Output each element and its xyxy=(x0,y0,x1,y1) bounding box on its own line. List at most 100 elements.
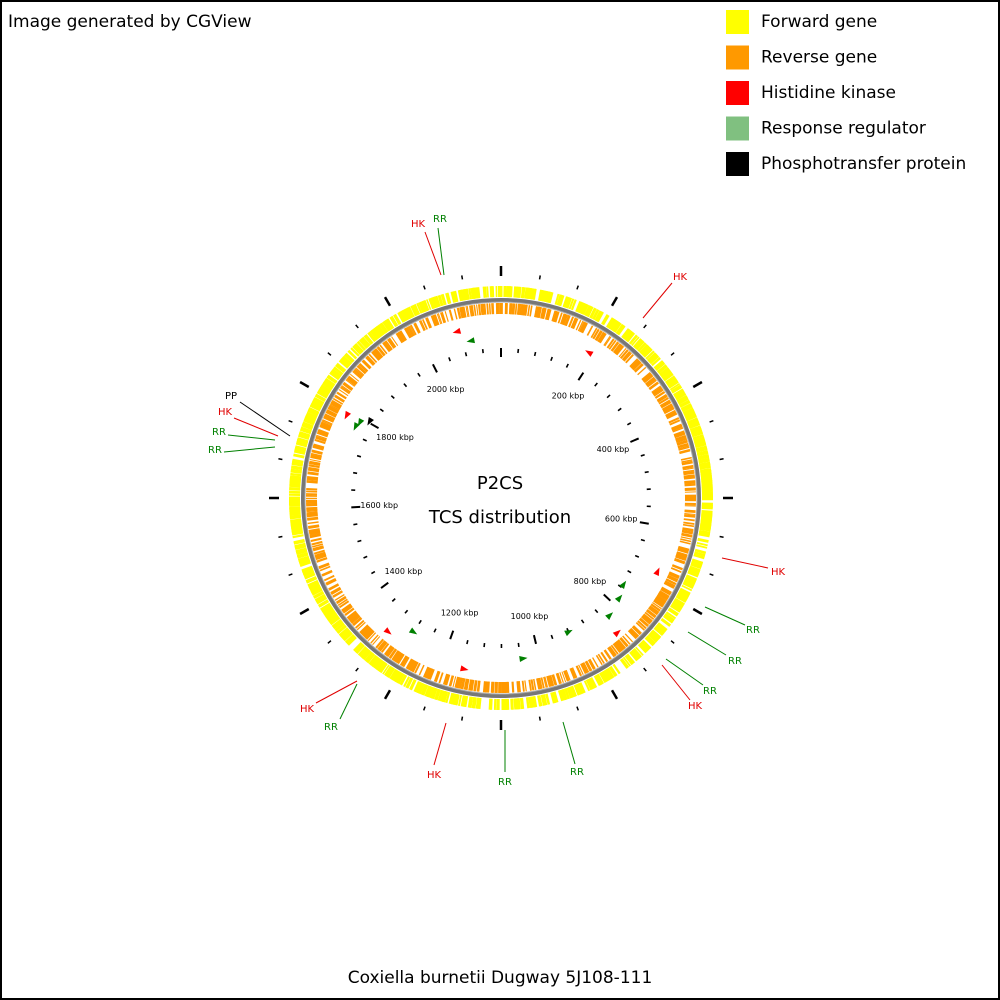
reverse-gene xyxy=(588,658,596,670)
reverse-gene xyxy=(644,611,655,620)
forward-gene xyxy=(321,604,332,613)
reverse-gene xyxy=(456,307,462,319)
scale-label: 1000 kbp xyxy=(511,612,549,621)
forward-gene xyxy=(365,652,374,663)
forward-gene xyxy=(635,340,645,351)
inner-tick xyxy=(356,454,362,458)
reverse-gene xyxy=(319,424,331,431)
reverse-gene xyxy=(378,641,387,651)
forward-gene xyxy=(423,299,430,312)
outer-tick xyxy=(692,380,703,389)
forward-gene xyxy=(698,533,710,538)
forward-gene xyxy=(393,314,401,326)
inner-tick xyxy=(532,634,537,645)
inner-tick xyxy=(362,438,367,442)
reverse-gene xyxy=(556,672,562,684)
forward-gene xyxy=(701,510,713,514)
reverse-gene xyxy=(385,646,394,657)
forward-gene xyxy=(322,381,334,389)
reverse-gene xyxy=(407,326,414,337)
reverse-gene xyxy=(323,416,334,423)
reverse-gene xyxy=(597,653,605,664)
legend-label: Phosphotransfer protein xyxy=(761,154,966,174)
reverse-gene xyxy=(665,409,676,417)
forward-gene xyxy=(435,689,441,701)
forward-gene xyxy=(336,362,347,372)
reverse-gene xyxy=(648,381,659,390)
forward-gene xyxy=(359,338,369,349)
reverse-gene xyxy=(323,414,335,422)
forward-gene xyxy=(442,691,449,703)
forward-gene xyxy=(289,475,302,480)
reverse-gene xyxy=(315,435,327,441)
reverse-gene xyxy=(377,640,386,650)
inner-tick xyxy=(644,470,649,474)
reverse-gene xyxy=(318,428,329,435)
forward-gene xyxy=(303,570,315,577)
forward-gene xyxy=(548,292,554,304)
forward-gene xyxy=(667,607,679,617)
forward-gene xyxy=(696,450,709,456)
forward-gene xyxy=(699,463,711,468)
forward-gene xyxy=(551,692,557,704)
reverse-gene xyxy=(569,668,576,679)
callout-line xyxy=(315,680,358,704)
forward-gene xyxy=(420,683,428,696)
reverse-gene xyxy=(308,461,321,467)
reverse-gene xyxy=(682,527,694,531)
reverse-gene xyxy=(414,322,421,334)
reverse-gene xyxy=(352,617,363,627)
reverse-gene xyxy=(461,678,466,690)
reverse-gene xyxy=(309,531,321,535)
outer-tick xyxy=(327,352,332,356)
reverse-gene xyxy=(310,537,322,543)
credit: Image generated by CGView xyxy=(8,12,252,32)
forward-gene xyxy=(353,642,364,653)
forward-gene xyxy=(657,623,667,632)
forward-gene xyxy=(557,294,564,306)
forward-gene xyxy=(568,686,575,698)
forward-gene xyxy=(695,442,707,449)
inner-tick xyxy=(432,363,438,373)
reverse-gene xyxy=(365,357,374,366)
reverse-gene xyxy=(575,665,583,677)
callout-label: HK xyxy=(300,704,315,715)
reverse-gene xyxy=(306,511,318,514)
forward-gene xyxy=(383,320,392,331)
forward-gene xyxy=(684,411,696,418)
forward-gene xyxy=(333,366,344,376)
reverse-gene xyxy=(343,606,353,614)
forward-gene xyxy=(606,317,616,329)
reverse-gene xyxy=(657,594,667,602)
forward-gene xyxy=(419,301,426,313)
forward-gene xyxy=(316,597,328,605)
reverse-gene xyxy=(524,680,527,692)
forward-gene xyxy=(318,389,329,397)
forward-gene xyxy=(521,697,525,709)
reverse-gene xyxy=(670,567,682,573)
forward-gene xyxy=(666,378,678,387)
forward-gene xyxy=(637,342,647,352)
reverse-gene xyxy=(468,679,473,691)
reverse-gene xyxy=(430,315,437,327)
inner-tick xyxy=(353,523,358,526)
forward-gene xyxy=(557,689,565,702)
forward-gene xyxy=(540,694,545,706)
reverse-gene xyxy=(364,629,374,639)
reverse-gene xyxy=(623,352,632,362)
forward-gene xyxy=(303,417,315,425)
reverse-gene xyxy=(330,400,342,409)
reverse-gene xyxy=(425,317,432,329)
forward-gene xyxy=(689,423,701,429)
forward-gene xyxy=(405,677,413,689)
forward-gene xyxy=(367,331,377,343)
reverse-gene xyxy=(579,321,586,333)
forward-gene xyxy=(399,674,408,686)
reverse-gene xyxy=(656,595,667,603)
forward-gene xyxy=(594,310,602,322)
forward-gene xyxy=(644,636,655,647)
forward-gene xyxy=(464,288,469,301)
reverse-gene xyxy=(563,314,569,326)
forward-gene xyxy=(585,679,593,691)
reverse-gene xyxy=(587,659,595,670)
